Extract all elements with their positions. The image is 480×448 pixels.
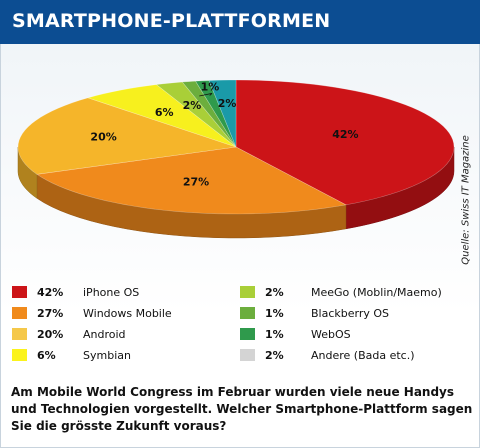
legend-label: Android	[83, 327, 126, 341]
chart-title: SMARTPHONE-PLATTFORMEN	[12, 10, 331, 32]
slice-label-andere-bada-etc: 2%	[218, 97, 237, 110]
slice-label-android: 20%	[90, 131, 116, 144]
legend-percent: 1%	[265, 306, 284, 320]
pie-slice-symbian	[86, 84, 237, 148]
slice-label-windows-mobile: 27%	[183, 175, 209, 188]
legend-label: WebOS	[311, 327, 351, 341]
callout-line-webos	[209, 93, 213, 96]
legend-swatch	[240, 286, 255, 298]
chart-header: SMARTPHONE-PLATTFORMEN	[0, 0, 480, 44]
legend-swatch	[240, 307, 255, 319]
legend-item-andere-bada-etc: 2% Andere (Bada etc.)	[240, 347, 468, 363]
pie-slice-android	[17, 97, 237, 175]
legend-label: Symbian	[83, 348, 131, 362]
slice-label-blackberry-webos: 1%	[201, 80, 220, 93]
legend-label: Andere (Bada etc.)	[311, 348, 415, 362]
legend: 42% iPhone OS 2% MeeGo (Moblin/Maemo) 27% Win…	[12, 284, 472, 363]
legend-percent: 2%	[265, 348, 284, 362]
callout-line-blackberry-os	[199, 93, 213, 97]
pie-slice-windows-mobile	[36, 146, 347, 215]
legend-item-webos: 1% WebOS	[240, 326, 468, 342]
legend-label: iPhone OS	[83, 285, 140, 299]
legend-item-iphone-os: 42% iPhone OS	[12, 284, 240, 300]
legend-swatch	[12, 307, 27, 319]
legend-label: Windows Mobile	[83, 306, 172, 320]
legend-item-windows-mobile: 27% Windows Mobile	[12, 305, 240, 321]
legend-percent: 1%	[265, 327, 284, 341]
legend-swatch	[12, 286, 27, 298]
legend-label: MeeGo (Moblin/Maemo)	[311, 285, 442, 299]
legend-item-symbian: 6% Symbian	[12, 347, 240, 363]
legend-swatch	[12, 349, 27, 361]
pie-chart: 42% 27% 20% 6% 2% 2% 1%	[17, 79, 455, 239]
legend-percent: 20%	[37, 327, 64, 341]
pie-side-android	[17, 146, 38, 199]
legend-percent: 27%	[37, 306, 64, 320]
legend-item-android: 20% Android	[12, 326, 240, 342]
survey-question: Am Mobile World Congress im Februar wurd…	[11, 385, 473, 433]
legend-item-blackberry-os: 1% Blackberry OS	[240, 305, 468, 321]
legend-item-meego-moblin-maemo: 2% MeeGo (Moblin/Maemo)	[240, 284, 468, 300]
pie-slice-andere-bada-etc	[208, 79, 237, 148]
legend-percent: 42%	[37, 285, 64, 299]
legend-swatch	[240, 328, 255, 340]
legend-percent: 6%	[37, 348, 56, 362]
legend-swatch	[12, 328, 27, 340]
legend-percent: 2%	[265, 285, 284, 299]
legend-label: Blackberry OS	[311, 306, 390, 320]
slice-label-iphone-os: 42%	[332, 128, 358, 141]
pie-slice-iphone-os	[235, 79, 455, 206]
legend-swatch	[240, 349, 255, 361]
slice-label-symbian: 6%	[155, 106, 174, 119]
slice-label-meego-moblin-maemo: 2%	[183, 99, 202, 112]
